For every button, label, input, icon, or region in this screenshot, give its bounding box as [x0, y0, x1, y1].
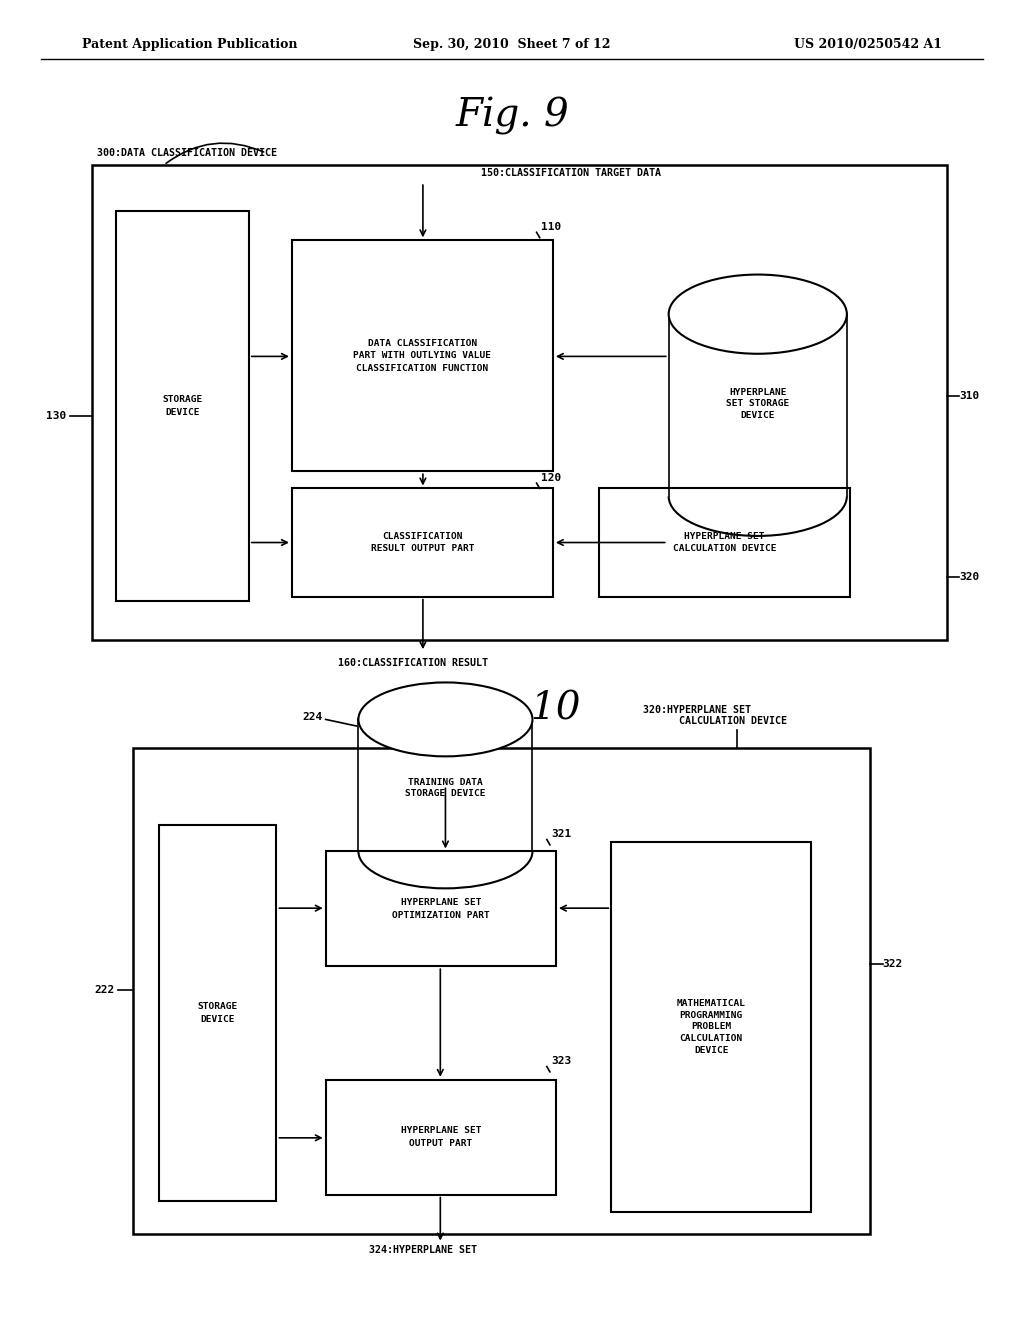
Text: 110: 110: [541, 222, 561, 232]
FancyBboxPatch shape: [326, 1080, 556, 1195]
FancyBboxPatch shape: [292, 240, 553, 471]
Text: 324:HYPERPLANE SET: 324:HYPERPLANE SET: [369, 1245, 476, 1255]
FancyBboxPatch shape: [92, 165, 947, 640]
Text: Sep. 30, 2010  Sheet 7 of 12: Sep. 30, 2010 Sheet 7 of 12: [414, 38, 610, 51]
Text: HYPERPLANE
SET STORAGE
DEVICE: HYPERPLANE SET STORAGE DEVICE: [726, 388, 790, 420]
FancyBboxPatch shape: [292, 488, 553, 597]
Text: STORAGE
DEVICE: STORAGE DEVICE: [198, 1002, 238, 1024]
Text: STORAGE
DEVICE: STORAGE DEVICE: [162, 395, 203, 417]
Text: Fig. 9: Fig. 9: [455, 98, 569, 135]
Text: HYPERPLANE SET
OUTPUT PART: HYPERPLANE SET OUTPUT PART: [400, 1126, 481, 1148]
FancyBboxPatch shape: [611, 842, 811, 1212]
Text: 310: 310: [959, 391, 980, 401]
Ellipse shape: [358, 682, 532, 756]
Text: TRAINING DATA
STORAGE DEVICE: TRAINING DATA STORAGE DEVICE: [406, 777, 485, 799]
Text: HYPERPLANE SET
CALCULATION DEVICE: HYPERPLANE SET CALCULATION DEVICE: [673, 532, 776, 553]
Text: MATHEMATICAL
PROGRAMMING
PROBLEM
CALCULATION
DEVICE: MATHEMATICAL PROGRAMMING PROBLEM CALCULA…: [677, 999, 745, 1055]
FancyBboxPatch shape: [599, 488, 850, 597]
Text: 160:CLASSIFICATION RESULT: 160:CLASSIFICATION RESULT: [338, 657, 487, 668]
Text: 323: 323: [551, 1056, 571, 1067]
Text: CLASSIFICATION
RESULT OUTPUT PART: CLASSIFICATION RESULT OUTPUT PART: [371, 532, 474, 553]
Text: 320:HYPERPLANE SET
      CALCULATION DEVICE: 320:HYPERPLANE SET CALCULATION DEVICE: [643, 705, 787, 726]
Text: 222: 222: [94, 985, 115, 995]
FancyBboxPatch shape: [159, 825, 276, 1201]
Text: Patent Application Publication: Patent Application Publication: [82, 38, 297, 51]
FancyBboxPatch shape: [326, 851, 556, 966]
Text: DATA CLASSIFICATION
PART WITH OUTLYING VALUE
CLASSIFICATION FUNCTION: DATA CLASSIFICATION PART WITH OUTLYING V…: [353, 339, 492, 372]
Text: US 2010/0250542 A1: US 2010/0250542 A1: [794, 38, 942, 51]
Text: 150:CLASSIFICATION TARGET DATA: 150:CLASSIFICATION TARGET DATA: [481, 168, 662, 178]
Text: 120: 120: [541, 473, 561, 483]
Text: 321: 321: [551, 829, 571, 840]
Text: 130: 130: [46, 411, 67, 421]
Ellipse shape: [669, 275, 847, 354]
Text: Fig. 10: Fig. 10: [442, 690, 582, 727]
FancyBboxPatch shape: [116, 211, 249, 601]
Text: 300:DATA CLASSIFICATION DEVICE: 300:DATA CLASSIFICATION DEVICE: [97, 148, 278, 158]
Text: 224: 224: [302, 711, 323, 722]
Text: 322: 322: [883, 958, 903, 969]
Text: HYPERPLANE SET
OPTIMIZATION PART: HYPERPLANE SET OPTIMIZATION PART: [392, 898, 489, 920]
Text: 320: 320: [959, 572, 980, 582]
FancyBboxPatch shape: [133, 748, 870, 1234]
